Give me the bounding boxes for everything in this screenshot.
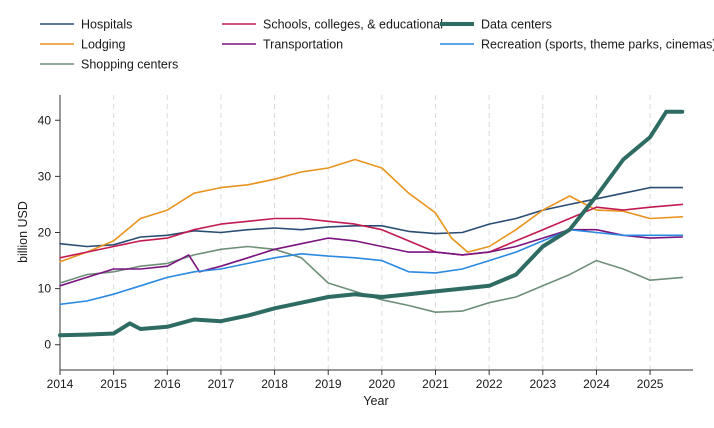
series-line-lodging <box>59 158 684 263</box>
legend-label-transportation: Transportation <box>263 38 343 52</box>
series-line-hospitals <box>59 186 684 248</box>
legend-label-recreation-sports-theme-parks-cinemas: Recreation (sports, theme parks, cinemas… <box>481 38 714 52</box>
x-tick-label: 2020 <box>369 377 396 391</box>
series-line-shopping-centers <box>59 245 684 314</box>
x-tick-label: 2021 <box>422 377 449 391</box>
x-tick-label: 2018 <box>261 377 288 391</box>
x-axis-label: Year <box>363 394 388 408</box>
legend-label-lodging: Lodging <box>81 38 126 52</box>
legend-label-data-centers: Data centers <box>481 18 552 32</box>
x-tick-label: 2016 <box>154 377 181 391</box>
x-tick-label: 2019 <box>315 377 342 391</box>
x-tick-label: 2025 <box>637 377 664 391</box>
x-tick-label: 2014 <box>47 377 74 391</box>
y-tick-label: 10 <box>38 282 52 296</box>
series-line-data-centers <box>58 109 685 338</box>
y-tick-label: 30 <box>38 169 52 183</box>
axes: 2014 2015 2016 2017 2018 2019 2020 2021 2022 2023… <box>38 95 693 391</box>
series-line-recreation-sports-theme-parks-cinemas <box>59 228 684 306</box>
y-tick-label: 40 <box>38 113 52 127</box>
legend-label-hospitals: Hospitals <box>81 18 132 32</box>
x-tick-label: 2015 <box>100 377 127 391</box>
series-line-transportation <box>59 228 684 287</box>
x-tick-label: 2022 <box>476 377 503 391</box>
legend: Hospitals Lodging Shopping centers Schools,… <box>40 18 714 72</box>
x-tick-label: 2024 <box>583 377 610 391</box>
y-tick-label: 0 <box>44 338 51 352</box>
y-tick-label: 20 <box>38 226 52 240</box>
series-line-schools-colleges-educational <box>59 203 684 259</box>
x-tick-label: 2023 <box>529 377 556 391</box>
legend-label-schools-colleges-educational: Schools, colleges, & educational <box>263 18 443 32</box>
y-axis-label: billion USD <box>16 201 30 263</box>
legend-label-shopping-centers: Shopping centers <box>81 58 178 72</box>
series-lines <box>58 109 685 338</box>
x-tick-label: 2017 <box>208 377 235 391</box>
